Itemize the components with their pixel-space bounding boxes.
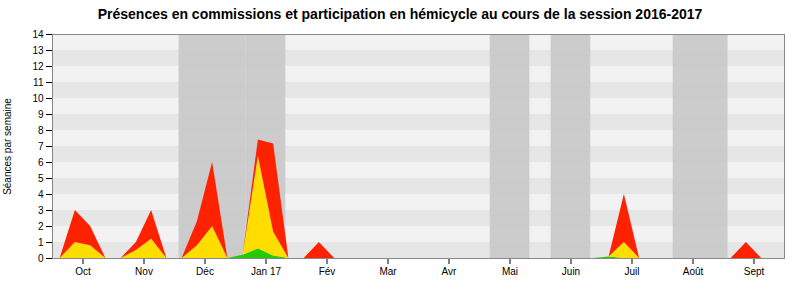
svg-text:Fév: Fév	[319, 266, 336, 277]
html-text:Présences en commissions et pa: Présences en commissions et participatio…	[97, 6, 703, 22]
svg-text:7: 7	[38, 141, 44, 152]
svg-text:Sept: Sept	[744, 266, 765, 277]
svg-text:Avr: Avr	[442, 266, 457, 277]
svg-text:13: 13	[32, 45, 44, 56]
svg-text:Déc: Déc	[196, 266, 214, 277]
svg-text:Séances par semaine: Séances par semaine	[2, 98, 13, 195]
svg-text:14: 14	[32, 29, 44, 40]
svg-text:4: 4	[38, 189, 44, 200]
svg-text:Mar: Mar	[379, 266, 397, 277]
svg-text:2: 2	[38, 221, 44, 232]
svg-text:8: 8	[38, 125, 44, 136]
svg-text:6: 6	[38, 157, 44, 168]
svg-text:Août: Août	[683, 266, 704, 277]
svg-text:Mai: Mai	[502, 266, 518, 277]
svg-text:0: 0	[38, 253, 44, 264]
svg-text:Juin: Juin	[562, 266, 580, 277]
svg-text:11: 11	[33, 77, 44, 88]
svg-text:1: 1	[38, 237, 44, 248]
svg-text:12: 12	[32, 61, 44, 72]
svg-text:10: 10	[32, 93, 44, 104]
svg-text:Oct: Oct	[75, 266, 91, 277]
svg-text:Nov: Nov	[135, 266, 153, 277]
svg-text:5: 5	[38, 173, 44, 184]
svg-text:3: 3	[38, 205, 44, 216]
svg-text:Juil: Juil	[624, 266, 639, 277]
svg-text:Jan 17: Jan 17	[251, 266, 281, 277]
svg-text:9: 9	[38, 109, 44, 120]
